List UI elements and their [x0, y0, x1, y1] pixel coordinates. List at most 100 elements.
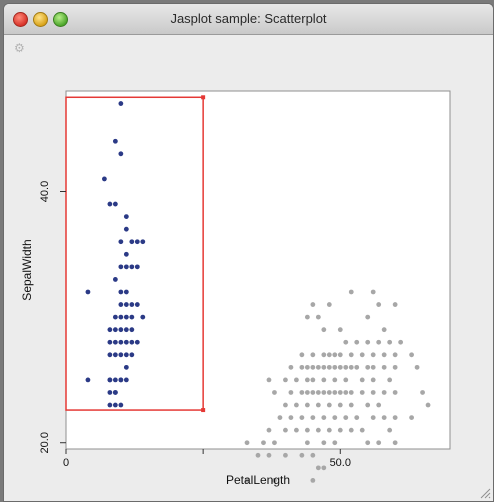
data-point	[310, 390, 316, 395]
data-point	[420, 390, 425, 395]
data-point	[299, 452, 305, 458]
selected-point	[123, 264, 129, 270]
plot-area[interactable]: 0 50.0 20.0 40.0 PetalLength SepalWidth	[4, 35, 493, 501]
data-point	[326, 302, 332, 307]
data-point	[381, 352, 387, 358]
data-point	[365, 440, 371, 446]
data-point	[294, 402, 299, 408]
data-point	[392, 364, 398, 370]
data-point	[288, 364, 294, 370]
selected-point	[118, 402, 124, 408]
data-point	[359, 377, 365, 383]
data-point	[425, 402, 431, 408]
selection-handle	[201, 95, 206, 100]
data-point	[304, 427, 310, 433]
selected-point	[118, 327, 124, 333]
selected-point	[123, 327, 129, 333]
data-point	[304, 314, 310, 320]
selected-point	[134, 264, 140, 270]
data-point	[283, 427, 288, 433]
data-point	[332, 364, 338, 370]
selected-point	[118, 377, 124, 383]
selected-point	[129, 239, 135, 245]
data-point	[343, 390, 349, 395]
selected-point	[107, 390, 113, 395]
title-bar[interactable]: Jasplot sample: Scatterplot	[4, 4, 493, 35]
data-point	[244, 478, 250, 483]
data-point	[365, 339, 371, 345]
data-point	[266, 377, 272, 383]
data-point	[304, 390, 310, 395]
gear-icon[interactable]: ⚙	[14, 41, 25, 55]
data-point	[261, 440, 266, 446]
data-point	[272, 478, 277, 483]
data-point	[283, 402, 288, 408]
data-point	[370, 352, 376, 358]
data-point	[392, 352, 398, 358]
data-point	[326, 402, 332, 408]
selected-point	[123, 352, 129, 358]
x-tick-label: 0	[63, 457, 69, 469]
data-point	[321, 327, 327, 333]
y-axis-label: SepalWidth	[20, 239, 34, 300]
selected-point	[107, 352, 113, 358]
selected-point	[107, 377, 113, 383]
data-point	[409, 415, 414, 420]
x-tick-label: 50.0	[330, 457, 351, 469]
selected-point	[134, 339, 140, 345]
data-point	[354, 415, 360, 420]
data-point	[409, 352, 414, 358]
data-point	[387, 339, 393, 345]
selected-point	[140, 239, 146, 245]
data-point	[304, 440, 310, 446]
data-point	[321, 390, 327, 395]
data-point	[321, 352, 327, 358]
selected-point	[123, 377, 129, 383]
y-tick-label: 40.0	[39, 181, 51, 202]
data-point	[370, 415, 376, 420]
data-point	[294, 427, 299, 433]
zoom-button[interactable]	[53, 12, 68, 27]
scatterplot[interactable]: 0 50.0 20.0 40.0 PetalLength SepalWidth	[4, 35, 493, 501]
selection-rectangle	[65, 96, 204, 411]
selected-point	[129, 302, 135, 307]
data-point	[326, 352, 332, 358]
data-point	[376, 402, 382, 408]
data-point	[299, 390, 305, 395]
data-point	[343, 364, 349, 370]
data-point	[348, 289, 354, 295]
data-point	[414, 364, 420, 370]
selected-point	[118, 314, 124, 320]
selected-point	[123, 251, 129, 257]
data-point	[365, 314, 371, 320]
data-point	[392, 440, 398, 446]
data-point	[304, 364, 310, 370]
selected-point	[123, 289, 129, 295]
selected-point	[129, 314, 135, 320]
selected-point	[118, 302, 124, 307]
data-point	[348, 402, 354, 408]
data-point	[326, 364, 332, 370]
data-point	[387, 377, 393, 383]
data-point	[315, 465, 321, 471]
selected-point	[112, 390, 118, 395]
selected-point	[118, 339, 124, 345]
data-point	[381, 364, 387, 370]
data-point	[359, 352, 365, 358]
selection-handle	[201, 408, 206, 413]
data-point	[304, 402, 310, 408]
selected-point	[112, 314, 118, 320]
resize-grip-icon[interactable]	[479, 487, 491, 499]
data-point	[315, 314, 321, 320]
data-point	[321, 440, 327, 446]
minimize-button[interactable]	[33, 12, 48, 27]
selected-point	[107, 339, 113, 345]
data-point	[354, 364, 360, 370]
close-button[interactable]	[13, 12, 28, 27]
selected-point	[102, 176, 107, 182]
selected-point	[85, 289, 91, 295]
data-point	[321, 364, 327, 370]
data-point	[332, 390, 338, 395]
data-point	[315, 427, 321, 433]
data-point	[310, 302, 316, 307]
